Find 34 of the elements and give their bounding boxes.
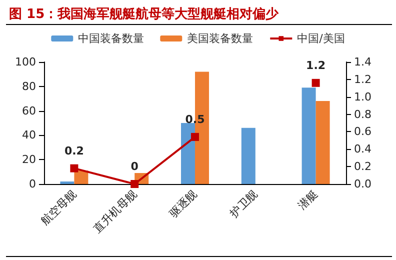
bar (181, 123, 195, 184)
data-label: 1.2 (306, 58, 326, 72)
x-tick-label: 直升机母舰 (91, 187, 140, 236)
y2-tick-label: 0.0 (354, 178, 372, 190)
y-tick-label: 80 (22, 80, 36, 93)
y2-tick-label: 1.0 (354, 90, 372, 104)
chart-title: 图 15：我国海军舰艇航母等大型舰艇相对偏少 (9, 6, 280, 22)
y2-tick-label: 1.2 (354, 72, 372, 86)
point (312, 78, 320, 87)
y2-tick-label: 0.2 (354, 160, 372, 174)
y-tick-label: 0 (29, 178, 36, 190)
point (130, 180, 139, 188)
legend-label: 中国装备数量 (78, 32, 144, 45)
x-tick-label: 航空母舰 (38, 187, 79, 228)
x-tick-label: 驱逐舰 (167, 187, 200, 220)
point (70, 164, 78, 172)
y-tick-label: 60 (22, 104, 36, 118)
y2-tick-label: 0.6 (354, 125, 372, 138)
y-tick-label: 40 (22, 128, 36, 142)
x-tick-label: 潜艇 (296, 187, 320, 212)
bar (316, 101, 330, 184)
y2-tick-label: 0.8 (354, 108, 372, 121)
y2-tick-label: 1.4 (354, 56, 372, 68)
legend-label: 中国/美国 (297, 32, 345, 45)
legend-label: 美国装备数量 (187, 32, 254, 45)
data-label: 0 (130, 160, 139, 173)
x-tick-label: 护卫舰 (226, 187, 260, 221)
bar (302, 88, 316, 184)
point (191, 132, 199, 141)
y-tick-label: 20 (22, 153, 36, 166)
data-label: 0.2 (64, 144, 84, 158)
y2-tick-label: 0.4 (354, 142, 372, 156)
bar (241, 128, 256, 184)
y-tick-label: 100 (15, 56, 36, 68)
